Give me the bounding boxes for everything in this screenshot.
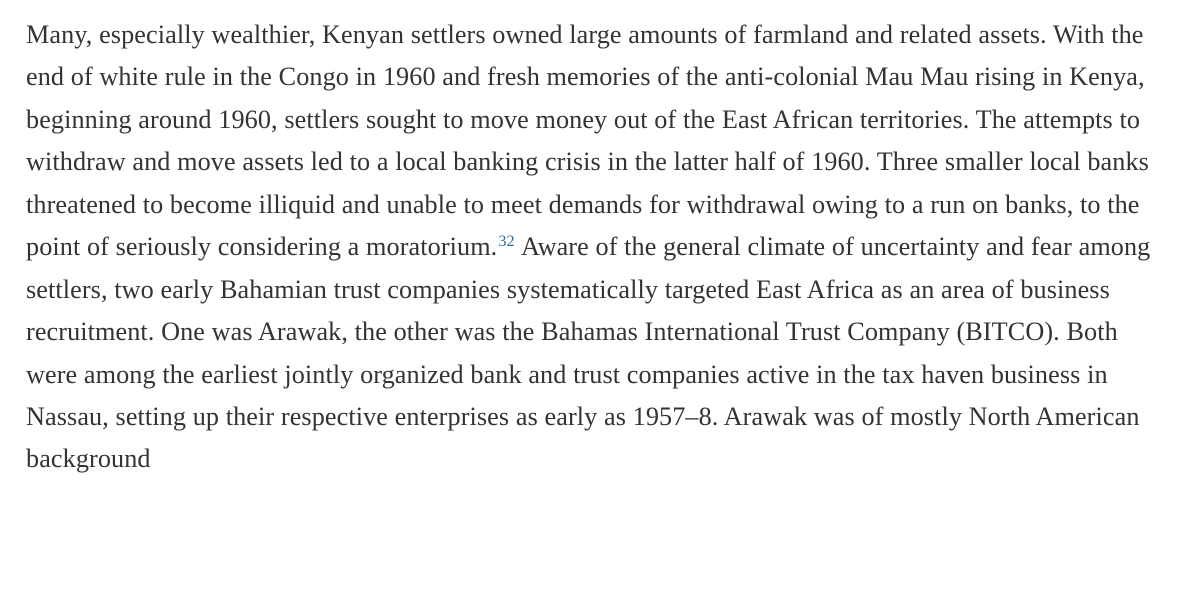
footnote-ref-32[interactable]: 32 (497, 232, 515, 250)
text-segment-2: Aware of the general climate of uncertai… (26, 232, 1150, 473)
text-segment-1: Many, especially wealthier, Kenyan settl… (26, 20, 1149, 261)
document-page: Many, especially wealthier, Kenyan settl… (0, 0, 1200, 481)
body-paragraph: Many, especially wealthier, Kenyan settl… (26, 14, 1174, 481)
